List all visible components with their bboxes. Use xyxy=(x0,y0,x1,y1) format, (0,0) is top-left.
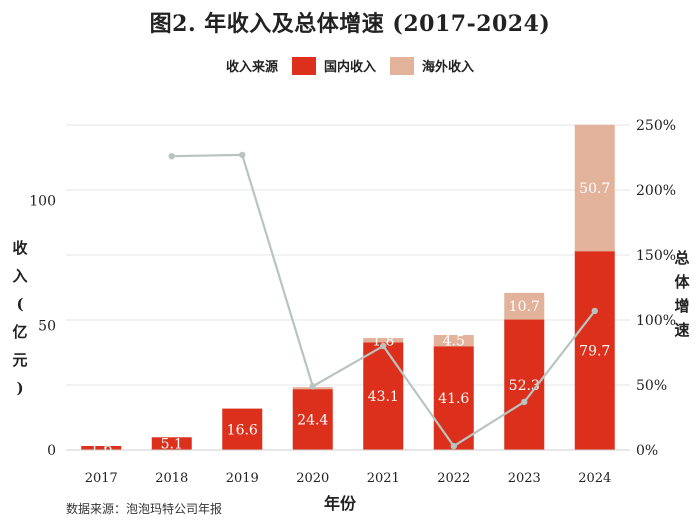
data-label-domestic: 43.1 xyxy=(368,389,399,405)
data-label-domestic: 16.6 xyxy=(227,422,258,438)
growth-point xyxy=(309,383,316,390)
y2-tick-label: 100% xyxy=(636,313,676,329)
bar-domestic xyxy=(574,251,615,450)
data-label-domestic: 52.3 xyxy=(509,378,540,394)
data-label-domestic: 79.7 xyxy=(579,344,610,360)
x-tick-label: 2024 xyxy=(578,471,611,486)
data-label-overseas: 10.7 xyxy=(509,299,540,315)
x-tick-label: 2020 xyxy=(296,471,329,486)
y2-tick-label: 200% xyxy=(636,183,676,199)
x-tick-label: 2021 xyxy=(367,471,400,486)
y2-tick-label: 0% xyxy=(636,443,658,459)
x-tick-label: 2019 xyxy=(226,471,259,486)
growth-point xyxy=(380,342,387,350)
y2-tick-label: 250% xyxy=(636,118,676,134)
data-label-domestic: 1.6 xyxy=(90,441,112,457)
legend-item-overseas: 海外收入 xyxy=(390,56,474,75)
legend: 收入来源 国内收入 海外收入 xyxy=(0,56,700,75)
x-axis-label: 年份 xyxy=(323,494,356,513)
y2-tick-label: 50% xyxy=(636,378,667,394)
bar-overseas xyxy=(363,338,404,343)
y-tick-label: 100 xyxy=(29,194,56,210)
y-axis-label: 收入(亿元) xyxy=(12,239,28,397)
growth-point xyxy=(450,442,457,450)
legend-title: 收入来源 xyxy=(225,60,278,75)
y2-axis-label: 总体增速 xyxy=(674,249,690,339)
legend-label-overseas: 海外收入 xyxy=(422,60,475,75)
bar-domestic xyxy=(292,389,333,450)
bar-domestic xyxy=(363,342,404,450)
y2-tick-label: 150% xyxy=(636,248,676,264)
growth-point xyxy=(591,307,598,315)
legend-swatch-overseas xyxy=(390,56,414,75)
x-tick-label: 2018 xyxy=(155,471,188,486)
y-tick-label: 50 xyxy=(38,318,56,334)
growth-point xyxy=(239,151,246,159)
data-label-overseas: 1.8 xyxy=(372,333,394,349)
bar-overseas xyxy=(574,124,615,252)
growth-point xyxy=(168,153,175,160)
bar-domestic xyxy=(222,408,263,450)
x-tick-label: 2017 xyxy=(85,471,118,486)
growth-point xyxy=(521,398,528,406)
source-footnote: 数据来源：泡泡玛特公司年报 xyxy=(66,502,223,516)
chart-title: 图2. 年收入及总体增速 (2017-2024) xyxy=(149,11,551,37)
x-tick-label: 2023 xyxy=(508,471,541,486)
data-label-domestic: 24.4 xyxy=(297,413,328,429)
legend-swatch-domestic xyxy=(291,56,316,75)
legend-item-domestic: 国内收入 xyxy=(291,56,376,75)
x-tick-label: 2022 xyxy=(437,471,470,486)
bar-overseas xyxy=(504,292,545,320)
y-tick-label: 0 xyxy=(47,443,56,459)
data-label-domestic: 5.1 xyxy=(161,437,183,453)
bar-domestic xyxy=(81,446,122,450)
bar-overseas xyxy=(433,335,474,347)
bar-domestic xyxy=(433,346,474,450)
data-label-overseas: 4.5 xyxy=(443,334,465,350)
bar-domestic xyxy=(151,437,192,450)
data-label-domestic: 41.6 xyxy=(438,391,469,407)
data-label-overseas: 50.7 xyxy=(579,181,610,197)
legend-label-domestic: 国内收入 xyxy=(323,60,376,75)
